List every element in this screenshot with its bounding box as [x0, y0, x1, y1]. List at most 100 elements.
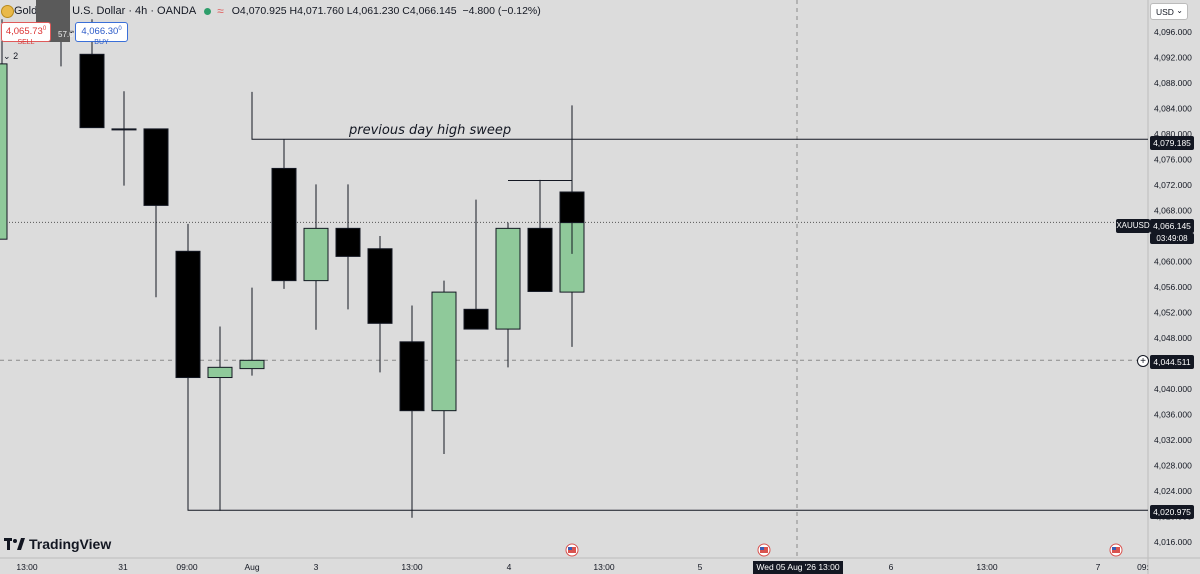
time-tick-label: 09:	[1137, 562, 1149, 572]
candle-body	[399, 341, 425, 412]
price-tick-label: 4,056.000	[1154, 282, 1192, 292]
price-tick-label: 4,068.000	[1154, 206, 1192, 216]
time-tick-label: 13:00	[976, 562, 998, 572]
legend-toggle[interactable]: ⌄ 2	[3, 51, 18, 62]
candle	[79, 19, 105, 129]
price-tick-label: 4,096.000	[1154, 27, 1192, 37]
currency-label: USD	[1156, 7, 1174, 17]
candle-body	[463, 308, 489, 330]
candle-body	[559, 191, 585, 224]
price-tick-label: 4,076.000	[1154, 155, 1192, 165]
low-level-price-label: 4,020.975	[1150, 505, 1194, 519]
time-tick-label: 5	[698, 562, 703, 572]
candle	[335, 184, 361, 310]
market-status-icon	[204, 7, 212, 15]
price-tick-label: 4,048.000	[1154, 333, 1192, 343]
sell-label: SELL	[17, 39, 35, 47]
ohlc-values: O4,070.925 H4,071.760 L4,061.230 C4,066.…	[231, 5, 457, 17]
price-tick-label: 4,052.000	[1154, 308, 1192, 318]
buy-button[interactable]: 4,066.300 BUY	[75, 22, 128, 46]
tradingview-logo-text: TradingView	[29, 536, 112, 552]
candle	[431, 280, 457, 455]
currency-select[interactable]: USD ⌄	[1150, 3, 1188, 20]
tradingview-logo[interactable]: TradingView	[4, 536, 111, 552]
price-tick-label: 4,032.000	[1154, 435, 1192, 445]
us-flag-icon	[757, 543, 771, 557]
candle	[175, 223, 201, 379]
candle	[0, 19, 8, 240]
economic-events	[565, 543, 1123, 557]
candle-body	[239, 359, 265, 370]
candle-body	[271, 167, 297, 282]
candle-body	[0, 63, 8, 240]
symbol-tag: XAUUSD	[1116, 219, 1150, 233]
tradingview-logo-icon	[4, 538, 25, 550]
time-tick-label: 6	[889, 562, 894, 572]
us-flag-icon-canton	[1112, 547, 1116, 550]
add-alert-icon[interactable]: +	[1137, 355, 1149, 367]
buy-price: 4,066.30	[81, 26, 119, 38]
price-axis: 4,096.000 4,092.000 4,088.000 4,084.000 4,08…	[1154, 27, 1192, 547]
candle-body	[79, 53, 105, 129]
us-flag-icon	[1109, 543, 1123, 557]
price-tick-label: 4,084.000	[1154, 104, 1192, 114]
chart-annotation[interactable]: previous day high sweep	[349, 123, 512, 138]
price-tick-label: 4,072.000	[1154, 180, 1192, 190]
symbol-header[interactable]: Gold Spot / U.S. Dollar · 4h · OANDA ≈ O…	[0, 0, 541, 22]
price-tick-label: 4,092.000	[1154, 53, 1192, 63]
tilde-icon: ≈	[217, 4, 224, 18]
price-tick-label: 4,024.000	[1154, 486, 1192, 496]
price-tick-label: 4,028.000	[1154, 461, 1192, 471]
time-hover-label: Wed 05 Aug '26 13:00	[753, 561, 843, 574]
candle	[303, 184, 329, 330]
candle-body	[335, 227, 361, 257]
candle-body	[143, 128, 169, 206]
legend-count: 2	[13, 51, 19, 61]
candle-body	[527, 227, 553, 292]
candle	[495, 222, 521, 368]
price-tick-label: 4,080.000	[1154, 129, 1192, 139]
candle	[463, 199, 489, 330]
candle	[207, 326, 233, 511]
price-tick-label: 4,060.000	[1154, 257, 1192, 267]
candle	[271, 139, 297, 289]
candle	[367, 236, 393, 373]
time-tick-label: 13:00	[593, 562, 615, 572]
candle	[143, 128, 169, 298]
candle-body	[175, 250, 201, 379]
sell-price: 4,065.73	[5, 26, 43, 38]
spread-value: 57.0	[58, 30, 74, 39]
price-tick-label: 4,040.000	[1154, 384, 1192, 394]
bar-countdown-label: 03:49:08	[1150, 233, 1194, 244]
price-change: −4.800 (−0.12%)	[462, 5, 541, 17]
time-tick-label: 4	[507, 562, 512, 572]
chevron-down-icon: ⌄	[1176, 6, 1183, 15]
candle-body	[303, 227, 329, 282]
time-tick-label: 13:00	[401, 562, 423, 572]
buy-label: BUY	[94, 39, 109, 47]
high-sweep-price-label: 4,079.185	[1150, 136, 1194, 150]
time-tick-label: 7	[1096, 562, 1101, 572]
price-tick-label: 4,036.000	[1154, 410, 1192, 420]
candle	[399, 305, 425, 518]
time-tick-label: 09:00	[176, 562, 198, 572]
chevron-down-icon: ⌄	[3, 51, 11, 61]
time-tick-label: 3	[314, 562, 319, 572]
time-tick-label: 31	[118, 562, 128, 572]
time-axis: 13:00 31 09:00 Aug 3 13:00 4 13:00 5 6 13:00 7 09:	[16, 562, 1149, 572]
current-price-label: 4,066.145	[1150, 219, 1194, 233]
crosshair-price-label: 4,044.511	[1150, 355, 1194, 369]
high-sweep-level	[251, 91, 1148, 140]
candle-body	[207, 366, 233, 379]
price-tick-label: 4,016.000	[1154, 537, 1192, 547]
us-flag-icon	[565, 543, 579, 557]
low-level	[187, 325, 1148, 511]
candle-body	[495, 227, 521, 330]
symbol-logo-icon	[1, 5, 14, 18]
price-tick-label: 4,088.000	[1154, 78, 1192, 88]
sell-button[interactable]: 4,065.730 SELL	[1, 22, 51, 46]
buy-price-sup: 0	[118, 26, 122, 32]
horizontal-levels	[187, 91, 1148, 511]
candle	[239, 287, 265, 376]
